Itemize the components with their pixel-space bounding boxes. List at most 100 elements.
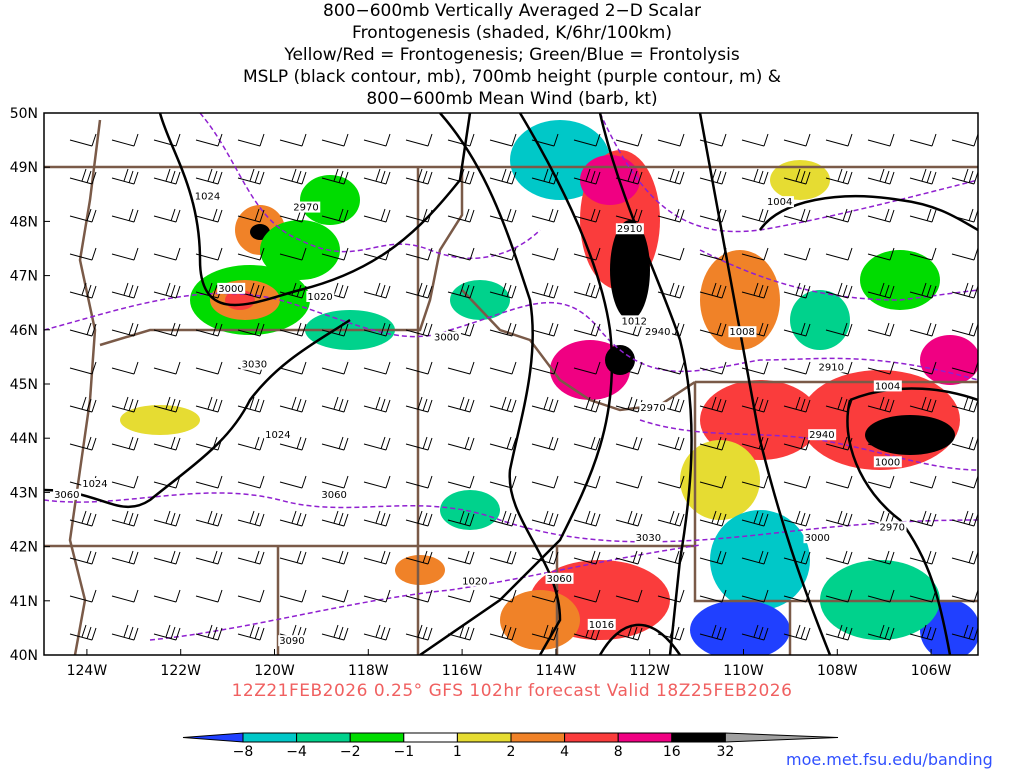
wind-barb bbox=[69, 208, 97, 223]
wind-barb bbox=[489, 624, 517, 641]
wind-barb bbox=[909, 475, 937, 489]
colorbar-min-arrow bbox=[182, 732, 244, 743]
contour-label-bg bbox=[808, 429, 837, 441]
wind-barb bbox=[363, 133, 391, 147]
wind-barb bbox=[69, 624, 97, 641]
frontogenesis-region bbox=[260, 220, 340, 280]
wind-barb bbox=[909, 361, 937, 375]
wind-barb bbox=[405, 550, 433, 565]
contour-label-bg bbox=[728, 326, 757, 338]
wind-barb bbox=[69, 550, 97, 565]
contour-label: 3030 bbox=[242, 360, 267, 371]
wind-barb bbox=[237, 624, 265, 641]
wind-barb bbox=[741, 133, 769, 147]
axis-labels: 50N 49N 48N 47N 46N 45N 44N 43N 42N 41N 40N 124W 122… bbox=[10, 106, 952, 679]
wind-barb bbox=[699, 624, 727, 641]
wind-barb bbox=[405, 396, 433, 413]
mslp-contours bbox=[44, 113, 978, 655]
credit-link[interactable]: moe.met.fsu.edu/banding bbox=[786, 750, 993, 769]
wind-barb bbox=[573, 589, 601, 603]
contour-label: 1024 bbox=[195, 192, 220, 203]
wind-barb bbox=[489, 436, 517, 451]
wy-border bbox=[693, 382, 978, 603]
wind-barb bbox=[909, 624, 937, 641]
wind-barb bbox=[153, 589, 181, 603]
wind-barb bbox=[321, 168, 349, 185]
wind-barb bbox=[153, 510, 181, 527]
wind-barb bbox=[573, 361, 601, 375]
wind-barb bbox=[867, 589, 895, 603]
wind-barb bbox=[951, 510, 978, 527]
contour-label-bg bbox=[878, 521, 907, 533]
wind-barb bbox=[741, 475, 769, 489]
contour-label-bg bbox=[545, 572, 574, 584]
wind-barb bbox=[573, 475, 601, 489]
contour-label-bg bbox=[873, 380, 902, 392]
wind-barb bbox=[111, 282, 139, 299]
contour-label: 2910 bbox=[617, 224, 642, 235]
wind-barb bbox=[741, 361, 769, 375]
lat-label: 50N bbox=[10, 106, 38, 122]
wind-barb bbox=[825, 475, 853, 489]
wind-barb bbox=[657, 589, 685, 603]
wind-barb bbox=[405, 208, 433, 223]
contour-label: 2940 bbox=[809, 430, 834, 441]
contour-label: 1000 bbox=[875, 457, 900, 468]
contour-label-bg bbox=[615, 223, 644, 235]
lon-label: 112W bbox=[629, 663, 670, 679]
wind-barb bbox=[153, 436, 181, 451]
colorbar-tick-label: −2 bbox=[339, 744, 361, 760]
wind-barb bbox=[69, 361, 97, 375]
lon-label: 108W bbox=[817, 663, 858, 679]
wind-barb bbox=[363, 208, 391, 223]
contour-label-bg bbox=[873, 456, 902, 468]
wind-barb bbox=[573, 208, 601, 223]
contour-label: 1020 bbox=[462, 577, 487, 588]
wind-barb bbox=[615, 550, 643, 565]
colorbar-tick-label: −8 bbox=[232, 744, 254, 760]
title-line: Frontogenesis (shaded, K/6hr/100km) bbox=[352, 23, 672, 43]
wind-barb bbox=[321, 436, 349, 451]
wind-barb bbox=[909, 133, 937, 147]
wind-barb bbox=[69, 436, 97, 451]
wind-barb bbox=[489, 208, 517, 223]
wind-barb bbox=[321, 208, 349, 223]
wind-barb bbox=[783, 168, 811, 185]
wind-barb bbox=[195, 589, 223, 603]
lat-label: 41N bbox=[10, 594, 38, 610]
wind-barb bbox=[405, 436, 433, 451]
wind-barb bbox=[615, 475, 643, 489]
wind-barb bbox=[447, 475, 475, 489]
wind-barb bbox=[111, 436, 139, 451]
wind-barb bbox=[363, 475, 391, 489]
colorbar bbox=[182, 732, 839, 743]
wind-barb bbox=[405, 475, 433, 489]
contour-label-bg bbox=[587, 618, 616, 630]
wind-barb bbox=[237, 510, 265, 527]
contour-label: 2970 bbox=[640, 403, 665, 414]
wind-barb bbox=[531, 475, 559, 489]
wind-barb bbox=[489, 322, 517, 337]
colorbar-tick-label: 16 bbox=[662, 744, 681, 760]
contour-label-bg bbox=[53, 488, 82, 500]
contour-label-bg bbox=[765, 196, 794, 208]
contour-label-bg bbox=[81, 477, 110, 489]
lon-label: 120W bbox=[254, 663, 295, 679]
wind-barb bbox=[447, 436, 475, 451]
wind-barb bbox=[195, 361, 223, 375]
wind-barb bbox=[909, 436, 937, 451]
frontogenesis-region bbox=[700, 380, 820, 460]
wind-barb bbox=[279, 168, 307, 185]
wind-barb bbox=[237, 322, 265, 337]
wind-barb bbox=[951, 168, 978, 185]
wind-barb bbox=[405, 589, 433, 603]
contour-label-bg bbox=[306, 290, 335, 302]
wind-barb bbox=[321, 550, 349, 565]
lon-label: 110W bbox=[723, 663, 764, 679]
wind-barb bbox=[111, 624, 139, 641]
wind-barb bbox=[447, 247, 475, 261]
lat-label: 47N bbox=[10, 269, 38, 285]
lat-label: 49N bbox=[10, 160, 38, 176]
wind-barb bbox=[321, 475, 349, 489]
wind-barb bbox=[741, 208, 769, 223]
